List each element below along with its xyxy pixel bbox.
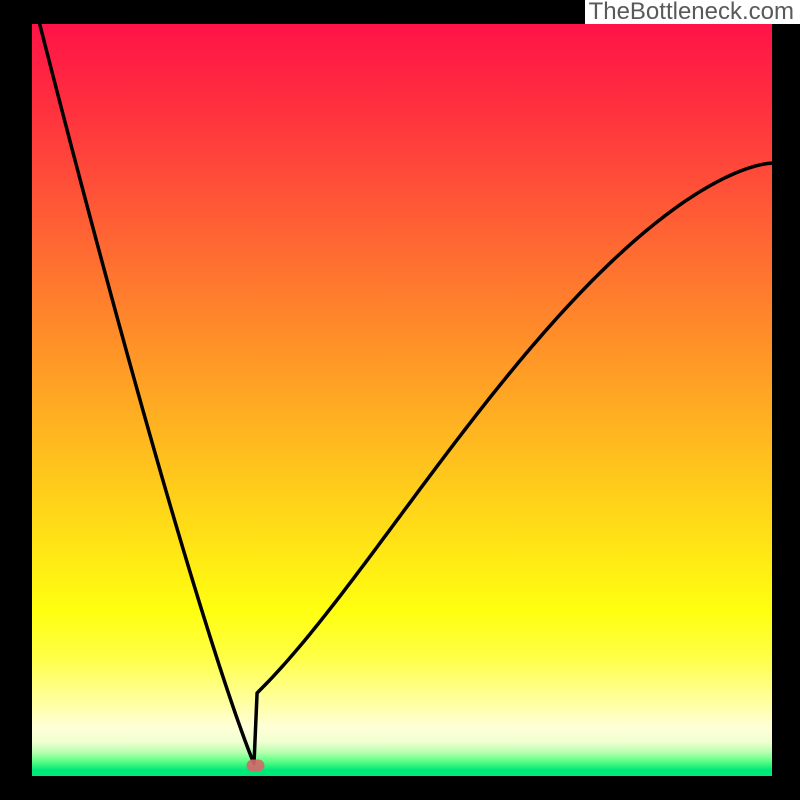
- minimum-marker: [246, 759, 264, 771]
- chart-stage: TheBottleneck.com: [0, 0, 800, 800]
- green-baseline: [32, 773, 772, 777]
- chart-background: [32, 24, 772, 776]
- bottleneck-chart: [32, 24, 772, 776]
- source-attribution: TheBottleneck.com: [585, 0, 800, 24]
